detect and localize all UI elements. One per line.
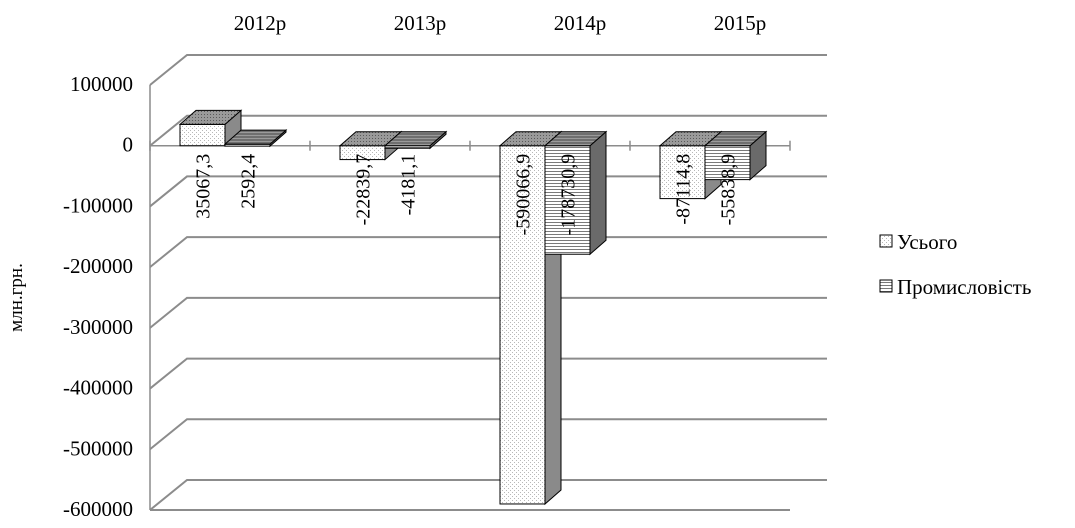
bar: [179, 123, 226, 147]
y-tick-label: 0: [123, 133, 134, 157]
bar-top: [383, 131, 448, 147]
bar-top: [223, 129, 288, 145]
bar: [499, 145, 546, 505]
gridline: [149, 418, 827, 451]
gridline: [149, 175, 827, 208]
bar-side: [589, 130, 607, 256]
y-axis-title: млн.грн.: [6, 263, 27, 332]
category-label: 2014р: [554, 11, 607, 35]
bar-top: [543, 131, 608, 147]
data-label: -590066,9: [513, 154, 535, 236]
y-tick-label: -600000: [63, 497, 133, 521]
bar-top: [703, 131, 768, 147]
legend-swatch: [879, 279, 893, 293]
legend-label: Усього: [897, 230, 957, 254]
y-tick-label: -400000: [63, 376, 133, 400]
data-label: 35067,3: [193, 154, 215, 219]
legend-label: Промисловість: [897, 275, 1031, 299]
data-label: 2592,4: [238, 154, 260, 209]
y-tick-label: -300000: [63, 315, 133, 339]
bar: [544, 145, 591, 255]
gridline: [149, 296, 827, 329]
y-tick-label: -100000: [63, 193, 133, 217]
y-tick-label: 100000: [70, 72, 133, 96]
gridline: [149, 479, 827, 511]
gridline: [149, 357, 827, 390]
bar: [659, 145, 706, 200]
y-tick-label: -500000: [63, 436, 133, 460]
axes: 100000 0 -100000 -200000 -300000 -400000 -5000…: [6, 11, 791, 521]
gridline: [149, 114, 827, 147]
gridlines: [149, 54, 827, 511]
labels: 35067,3 2592,4 -22839,7 -4181,1 -590066,9 -17…: [193, 154, 740, 236]
y-tick-label: -200000: [63, 254, 133, 278]
data-label: -55838,9: [718, 154, 740, 226]
data-label: -22839,7: [353, 154, 375, 226]
legend: Усього Промисловість: [879, 230, 1031, 299]
data-label: -87114,8: [673, 154, 695, 225]
bars: [178, 109, 768, 506]
category-label: 2015р: [714, 11, 767, 35]
category-label: 2013р: [394, 11, 447, 35]
gridline: [149, 236, 827, 268]
data-label: -178730,9: [558, 154, 580, 236]
bar: [704, 145, 751, 181]
data-label: -4181,1: [398, 154, 420, 216]
category-label: 2012р: [234, 11, 287, 35]
legend-swatch: [879, 234, 893, 248]
gridline: [149, 54, 827, 86]
bar-top: [178, 109, 243, 125]
